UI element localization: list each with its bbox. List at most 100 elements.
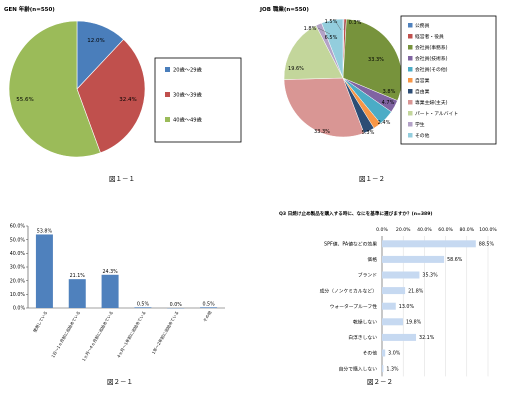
chart-2: JOB 職業(n=550) 0.3% 33.3% 3.8% 4.7% 2.4%5.3% 3… <box>259 5 497 183</box>
chart-3-data-label-item-4: 0.5% <box>137 301 150 307</box>
chart-2-legend-swatch-item-2 <box>408 34 413 39</box>
chart-2-slice-label-item-9: 19.6% <box>288 66 304 72</box>
chart-2-leader-line <box>335 21 342 31</box>
chart-2-legend-label-item-10: 学生 <box>415 121 425 128</box>
chart-4-category-label-item-5: ウォータープルーフ性 <box>330 303 378 310</box>
chart-1-slice-item-3 <box>8 20 101 158</box>
chart-4-x-tick-label: 60.0% <box>438 227 453 233</box>
chart-2-legend-swatch-item-1 <box>408 23 413 28</box>
chart-2-caption: 図１－２ <box>359 175 385 183</box>
chart-4-data-label-item-4: 21.8% <box>408 288 424 294</box>
chart-4-x-tick-label: 20.0% <box>396 227 411 233</box>
chart-3-bar-item-3 <box>101 274 119 308</box>
chart-2-slice-label-item-6: 2.4% <box>378 120 391 126</box>
chart-4-category-label-item-6: 乾燥しない <box>353 319 377 326</box>
chart-2-legend-label-item-7: 自由業 <box>415 88 430 95</box>
chart-4-category-label-item-2: 価格 <box>367 256 377 263</box>
chart-4-title: Q3 日焼け止め製品を購入する時に、なにを基準に選びますか？(n=389) <box>279 210 433 217</box>
chart-2-legend-label-item-3: 会社員(事務系) <box>415 44 448 51</box>
chart-1-legend-swatch-item-3 <box>165 117 170 122</box>
chart-2-slice-label-item-7: 5.3% <box>362 130 375 136</box>
chart-1: GEN 年齢(n=550) 12.0% 32.4% 55.6% 20歳～29歳 30歳… <box>4 5 242 183</box>
chart-2-slice-label-item-3: 33.3% <box>368 57 384 63</box>
chart-2-slice-item-11 <box>321 18 344 79</box>
chart-3-x-tick-label-item-6: その他 <box>201 310 212 323</box>
chart-1-slice-label-item-3: 55.6% <box>16 97 33 103</box>
chart-2-legend-swatch-item-8 <box>408 100 413 105</box>
chart-4-bar-item-8 <box>382 349 386 357</box>
chart-4-bars: 0.0% 20.0% 40.0% 60.0% 80.0% 100.0% SPF値、PA値など… <box>320 227 497 377</box>
chart-4-x-tick-label: 100.0% <box>479 227 497 233</box>
chart-4-data-label-item-1: 88.5% <box>479 242 495 248</box>
chart-2-legend-label-item-9: パート・アルバイト <box>415 111 458 117</box>
chart-4-caption: 図２－２ <box>367 378 393 386</box>
chart-2-legend-box <box>400 15 497 145</box>
chart-2-legend-swatch-item-7 <box>408 89 413 94</box>
chart-2-legend-label-item-11: その他 <box>415 132 430 139</box>
chart-4-data-label-item-2: 58.6% <box>447 257 463 263</box>
chart-2-slice-label-item-10: 1.8% <box>304 26 317 32</box>
chart-2-legend-swatch-item-5 <box>408 67 413 72</box>
chart-2-legend-label-item-8: 専業主婦(主夫) <box>415 99 448 106</box>
chart-2-legend-swatch-item-4 <box>408 56 413 61</box>
chart-4-bar-item-3 <box>382 271 420 279</box>
chart-3-y-tick-label: 10.0% <box>10 292 26 298</box>
chart-1-legend-label-item-3: 40歳～49歳 <box>173 116 202 124</box>
chart-4-data-label-item-6: 19.8% <box>406 320 422 326</box>
chart-4-data-label-item-5: 13.0% <box>399 304 415 310</box>
chart-2-slice-label-item-5: 4.7% <box>382 100 395 106</box>
chart-2-slice-item-8 <box>283 77 365 138</box>
chart-2-slice-item-3 <box>342 18 403 101</box>
chart-3-x-tick-label-item-4: 4ヵ月～1年前に出始めている <box>115 310 147 359</box>
chart-4-x-tick-label: 0.0% <box>376 227 388 233</box>
chart-3-x-tick-label-item-3: 1ヵ月～4ヵ月前に出始めている <box>80 310 114 362</box>
chart-1-legend-swatch-item-1 <box>165 67 170 72</box>
chart-2-extra-label: 1.5% <box>325 19 338 25</box>
chart-4-data-label-item-8: 3.0% <box>388 351 401 357</box>
chart-4-bar-item-7 <box>382 333 417 341</box>
chart-4-bar-item-4 <box>382 287 406 295</box>
chart-2-slice-label-item-11: 6.5% <box>325 35 338 41</box>
chart-1-legend-label-item-1: 20歳～29歳 <box>173 66 202 74</box>
chart-4-category-label-item-3: ブランド <box>358 272 377 279</box>
chart-2-legend-label-item-1: 公務員 <box>415 22 430 29</box>
chart-4-bar-item-1 <box>382 240 476 248</box>
chart-2-leader-line <box>317 27 331 35</box>
chart-2-pie: 0.3% 33.3% 3.8% 4.7% 2.4%5.3% 33.3% 19.6% 1.8% 6… <box>283 18 403 138</box>
chart-1-legend-swatch-item-2 <box>165 92 170 97</box>
chart-2-slice-label-item-1: 0.3% <box>349 20 362 26</box>
chart-3-y-tick-label: 50.0% <box>10 237 26 243</box>
chart-2-slice-item-9 <box>283 25 344 80</box>
chart-1-legend: 20歳～29歳 30歳～39歳 40歳～49歳 <box>165 66 202 124</box>
chart-4-data-label-item-3: 35.3% <box>422 273 438 279</box>
chart-3-y-tick-label: 40.0% <box>10 251 26 257</box>
chart-4-bar-item-6 <box>382 318 403 326</box>
chart-2-legend-label-item-2: 経営者・役員 <box>415 33 444 40</box>
chart-3-bar-item-2 <box>68 279 86 308</box>
chart-3-data-label-item-2: 21.1% <box>70 273 86 279</box>
chart-4: Q3 日焼け止め製品を購入する時に、なにを基準に選びますか？(n=389) 0.… <box>279 210 497 386</box>
chart-3-x-tick-label-item-1: 使用している <box>31 310 48 334</box>
chart-1-slice-label-item-2: 32.4% <box>119 97 136 103</box>
chart-1-slice-label-item-1: 12.0% <box>87 38 104 44</box>
chart-1-caption: 図１－１ <box>109 175 135 183</box>
chart-4-category-label-item-4: 成分（ノンケミカルなど） <box>320 287 377 294</box>
chart-3-caption: 図２－１ <box>107 378 133 386</box>
chart-3-x-tick-label-item-2: 1日～1ヵ月前に出始めている <box>49 310 81 359</box>
chart-4-data-label-item-9: 1.3% <box>386 366 399 372</box>
chart-3-data-label-item-3: 24.3% <box>102 269 118 275</box>
chart-3-data-label-item-5: 0.0% <box>170 302 183 308</box>
chart-3-y-tick-label: 20.0% <box>10 278 26 284</box>
chart-4-category-label-item-7: 白浮きしない <box>348 334 377 341</box>
chart-3-y-tick-label: 60.0% <box>10 224 26 230</box>
chart-2-legend-swatch-item-10 <box>408 122 413 127</box>
chart-2-legend-swatch-item-9 <box>408 111 413 116</box>
chart-3-x-tick-label-item-5: 1年～2年前に出始めている <box>150 310 180 356</box>
chart-2-legend-label-item-4: 会社員(技術系) <box>415 55 448 62</box>
chart-2-legend-label-item-6: 自営業 <box>415 77 430 84</box>
chart-3-bar-item-6 <box>200 307 218 308</box>
chart-2-legend-swatch-item-11 <box>408 133 413 138</box>
chart-1-pie: 12.0% 32.4% 55.6% <box>8 20 146 158</box>
